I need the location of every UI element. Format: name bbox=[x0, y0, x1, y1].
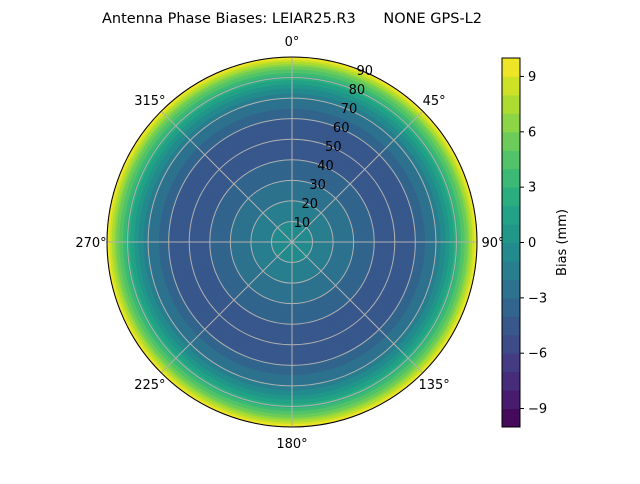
colorbar-tick-label: 0 bbox=[528, 236, 536, 251]
polar-frame bbox=[106, 56, 478, 428]
theta-tick-label: 180° bbox=[276, 437, 307, 452]
angular-gridline bbox=[160, 241, 293, 374]
colorbar-segment bbox=[502, 260, 520, 280]
theta-tick-label: 0° bbox=[285, 35, 300, 50]
theta-tick-label: 270° bbox=[75, 236, 106, 251]
colorbar-label: Bias (mm) bbox=[555, 209, 570, 276]
angular-gridline bbox=[160, 110, 293, 243]
r-tick-label: 10 bbox=[294, 216, 311, 231]
r-tick-label: 90 bbox=[357, 64, 374, 79]
r-tick-label: 30 bbox=[309, 178, 326, 193]
r-tick-label: 40 bbox=[317, 159, 334, 174]
colorbar-segment bbox=[502, 94, 520, 114]
colorbar-segment bbox=[502, 113, 520, 133]
colorbar-segment bbox=[502, 242, 520, 262]
colorbar-tick-label: 3 bbox=[528, 181, 536, 196]
colorbar-tick-label: 6 bbox=[528, 125, 536, 140]
r-tick-label: 70 bbox=[341, 102, 358, 117]
colorbar-segment bbox=[502, 58, 520, 77]
colorbar-segment bbox=[502, 297, 520, 317]
r-tick-label: 80 bbox=[349, 83, 366, 98]
angular-gridline bbox=[291, 241, 424, 374]
polar-grid bbox=[106, 56, 478, 428]
colorbar-segment bbox=[502, 408, 520, 428]
colorbar-segment bbox=[502, 205, 520, 225]
colorbar-tick-label: −3 bbox=[528, 291, 547, 306]
colorbar-segment bbox=[502, 353, 520, 373]
axis-labels: 0° 45° 90° 135° 180° 225° 270° 315° 10 20 30 40 50 60… bbox=[75, 35, 504, 452]
r-tick-label: 50 bbox=[325, 140, 342, 155]
colorbar-segment bbox=[502, 168, 520, 188]
angular-gridline bbox=[291, 110, 424, 243]
colorbar-segment bbox=[502, 76, 520, 96]
theta-tick-label: 315° bbox=[134, 94, 165, 109]
colorbar-tick-label: −9 bbox=[528, 402, 547, 417]
theta-tick-label: 45° bbox=[423, 94, 446, 109]
colorbar-tick-label: −6 bbox=[528, 347, 547, 362]
colorbar: −9 −6 −3 0 3 6 9 Bias (mm) bbox=[501, 57, 570, 428]
colorbar-segment bbox=[502, 131, 520, 151]
colorbar-segment bbox=[502, 279, 520, 299]
colorbar-segment bbox=[502, 187, 520, 207]
r-tick-label: 20 bbox=[301, 197, 318, 212]
colorbar-segment bbox=[502, 150, 520, 170]
colorbar-segment bbox=[502, 390, 520, 410]
colorbar-segment bbox=[502, 316, 520, 336]
colorbar-tick-label: 9 bbox=[528, 70, 536, 85]
colorbar-segment bbox=[502, 334, 520, 354]
theta-tick-label: 90° bbox=[481, 236, 504, 251]
colorbar-segment bbox=[502, 224, 520, 243]
theta-tick-label: 225° bbox=[134, 378, 165, 393]
colorbar-segment bbox=[502, 371, 520, 391]
theta-tick-label: 135° bbox=[418, 378, 449, 393]
chart-title: Antenna Phase Biases: LEIAR25.R3 NONE GP… bbox=[102, 11, 482, 27]
r-tick-label: 60 bbox=[333, 121, 350, 136]
